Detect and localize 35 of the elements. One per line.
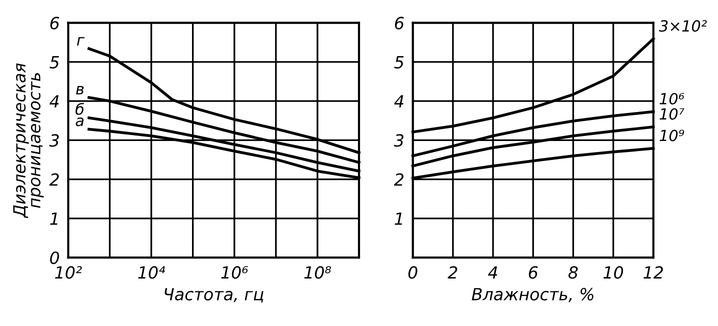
x-tick-label: 10⁴ xyxy=(138,266,166,279)
x-tick-label: 2 xyxy=(448,266,458,279)
x-tick-label: 0 xyxy=(408,266,418,279)
y-tick-label: 6 xyxy=(50,16,60,30)
y-tick-label: 4 xyxy=(394,95,404,108)
x-tick-label: 4 xyxy=(488,266,498,279)
y-tick-label: 5 xyxy=(50,56,59,69)
y-tick-label: 4 xyxy=(50,95,59,108)
y-tick-label: 3 xyxy=(394,134,404,147)
x-tick-label: 6 xyxy=(528,266,538,279)
series-label: 3×10² xyxy=(658,20,707,32)
series-label: в xyxy=(76,86,84,94)
x-axis-title: Влажность, % xyxy=(472,288,594,302)
x-tick-label: 10² xyxy=(55,266,82,279)
y-tick-label: 1 xyxy=(394,212,402,225)
y-tick-label: 5 xyxy=(394,56,404,69)
x-tick-label: 10⁸ xyxy=(304,266,331,279)
y-tick-label: 6 xyxy=(394,16,404,30)
y-tick-label: 3 xyxy=(49,134,59,147)
x-axis-title: Частота, гц xyxy=(164,288,264,303)
x-tick-label: 10⁶ xyxy=(221,266,248,279)
series-label: 10⁶ xyxy=(660,92,684,104)
series-label: г xyxy=(77,37,85,46)
y-tick-label: 0 xyxy=(50,252,60,264)
series-label: б xyxy=(76,102,84,115)
series-label: 10⁷ xyxy=(660,108,684,120)
x-tick-label: 12 xyxy=(644,266,663,279)
y-tick-label: 1 xyxy=(50,212,58,225)
y-axis-title: Диэлектрическая проницаемость xyxy=(13,63,44,218)
x-tick-label: 10 xyxy=(604,266,624,279)
series-label: 10⁹ xyxy=(660,130,684,142)
series-label: а xyxy=(76,117,84,126)
y-tick-label: 2 xyxy=(394,173,404,186)
y-tick-label: 2 xyxy=(49,173,59,186)
x-tick-label: 8 xyxy=(568,266,578,279)
